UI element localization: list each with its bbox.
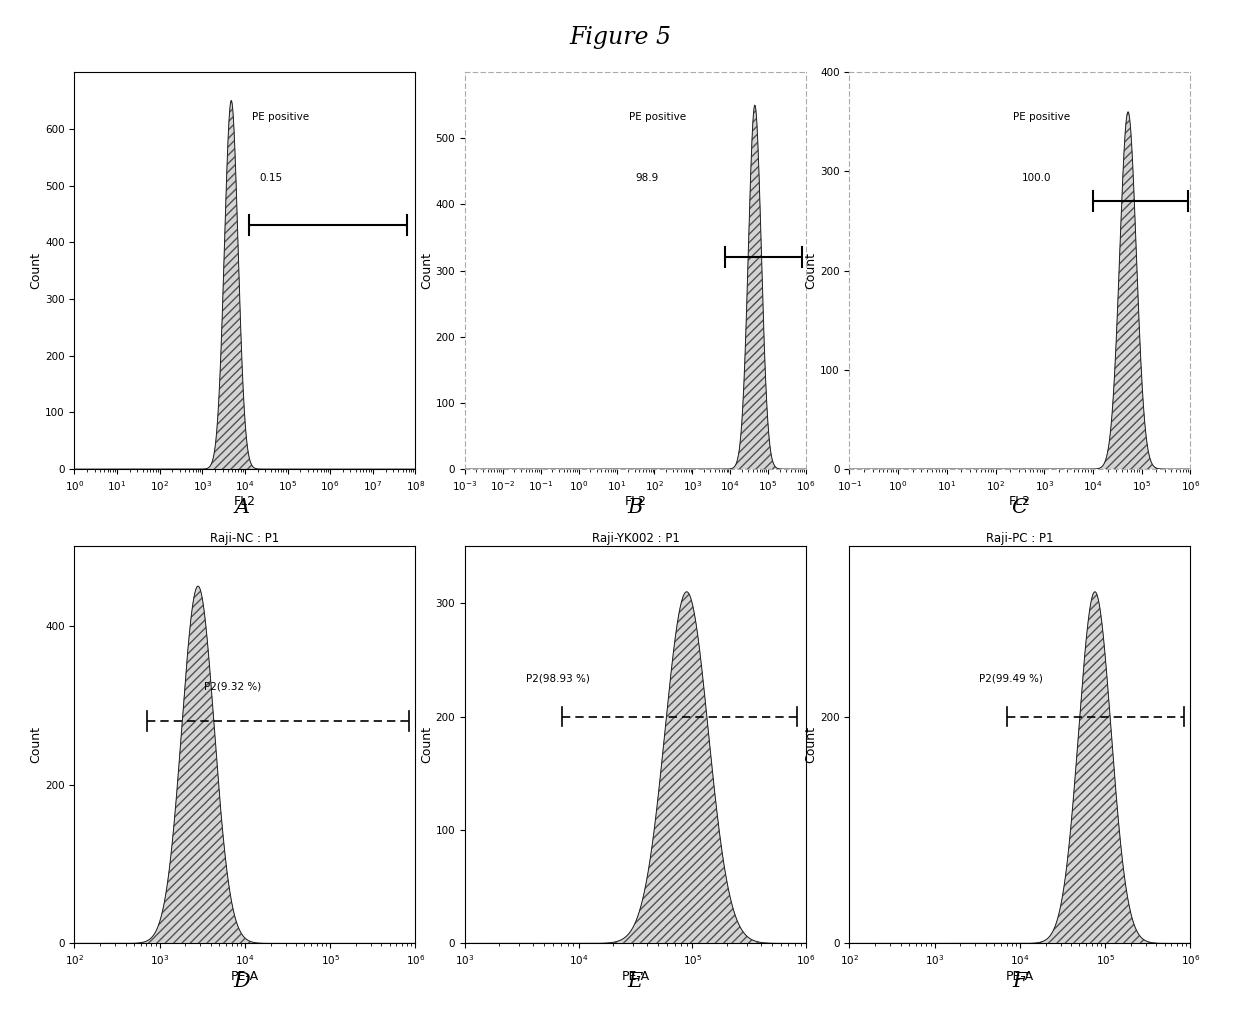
Y-axis label: Count: Count [805,253,817,289]
X-axis label: FL2: FL2 [625,496,646,508]
Text: 100.0: 100.0 [1022,172,1052,182]
Text: 98.9: 98.9 [635,172,658,182]
Text: F: F [1012,972,1027,991]
Y-axis label: Count: Count [30,727,42,763]
Text: Figure 5: Figure 5 [569,26,671,48]
Text: PE positive: PE positive [252,111,309,122]
Text: P2(9.32 %): P2(9.32 %) [203,681,262,692]
Text: P2(98.93 %): P2(98.93 %) [526,673,590,684]
Title: Raji-PC : P1: Raji-PC : P1 [986,532,1054,545]
Y-axis label: Count: Count [30,253,42,289]
Text: 0.15: 0.15 [259,172,283,182]
X-axis label: FL2: FL2 [234,496,255,508]
Text: B: B [627,498,642,517]
X-axis label: FL2: FL2 [1009,496,1030,508]
Y-axis label: Count: Count [420,253,433,289]
Text: D: D [233,972,250,991]
Text: A: A [234,498,249,517]
Text: C: C [1012,498,1027,517]
Y-axis label: Count: Count [805,727,817,763]
Text: P2(99.49 %): P2(99.49 %) [980,673,1043,684]
X-axis label: PE-A: PE-A [231,970,259,983]
Text: E: E [627,972,642,991]
Text: PE positive: PE positive [629,111,686,122]
Title: Raji-YK002 : P1: Raji-YK002 : P1 [591,532,680,545]
Y-axis label: Count: Count [420,727,433,763]
X-axis label: PE-A: PE-A [621,970,650,983]
Title: Raji-NC : P1: Raji-NC : P1 [211,532,279,545]
Text: PE positive: PE positive [1013,111,1070,122]
X-axis label: PE-A: PE-A [1006,970,1034,983]
